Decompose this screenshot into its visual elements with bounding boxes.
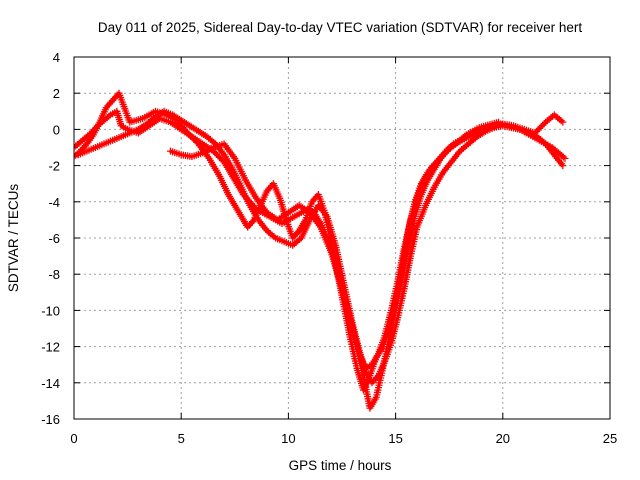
data-point — [212, 150, 220, 158]
data-point — [190, 135, 198, 143]
x-tick-label: 15 — [388, 431, 402, 446]
data-point — [105, 112, 113, 120]
y-tick-label: -4 — [48, 195, 60, 210]
x-tick-label: 25 — [603, 431, 617, 446]
y-tick-label: 4 — [53, 50, 60, 65]
x-tick-label: 5 — [178, 431, 185, 446]
data-point — [559, 153, 567, 161]
data-point — [187, 132, 195, 140]
data-point — [531, 129, 539, 137]
data-point — [74, 153, 78, 161]
data-point — [191, 137, 199, 145]
data-point — [561, 154, 569, 162]
data-point — [559, 162, 567, 170]
y-tick-label: -10 — [41, 303, 60, 318]
y-tick-label: -6 — [48, 231, 60, 246]
y-tick-label: -14 — [41, 376, 60, 391]
chart-title: Day 011 of 2025, Sidereal Day-to-day VTE… — [98, 20, 582, 35]
y-axis-label: SDTVAR / TECUs — [6, 184, 21, 293]
data-point — [185, 131, 193, 139]
data-point — [536, 124, 544, 132]
y-tick-label: -16 — [41, 412, 60, 427]
series-layer — [74, 89, 569, 412]
data-point — [188, 134, 196, 142]
y-tick-label: -2 — [48, 159, 60, 174]
data-point — [540, 120, 548, 128]
x-tick-label: 0 — [70, 431, 77, 446]
y-tick-label: 2 — [53, 86, 60, 101]
data-point — [211, 149, 219, 157]
data-point — [537, 123, 545, 131]
y-tick-label: -12 — [41, 340, 60, 355]
series-track-d — [166, 111, 567, 412]
y-tick-label: -8 — [48, 267, 60, 282]
data-point — [534, 126, 542, 134]
data-point — [539, 121, 547, 129]
data-point — [214, 152, 222, 160]
y-tick-label: 0 — [53, 122, 60, 137]
x-tick-label: 10 — [281, 431, 295, 446]
data-point — [184, 129, 192, 137]
x-axis-label: GPS time / hours — [289, 458, 392, 473]
x-tick-label: 20 — [496, 431, 510, 446]
ticks: 0 5 10 15 20 25 -16 -14 -12 -10 -8 -6 -4 -2 0 2 4 — [41, 50, 617, 446]
data-point — [532, 127, 540, 135]
data-point — [559, 118, 567, 126]
